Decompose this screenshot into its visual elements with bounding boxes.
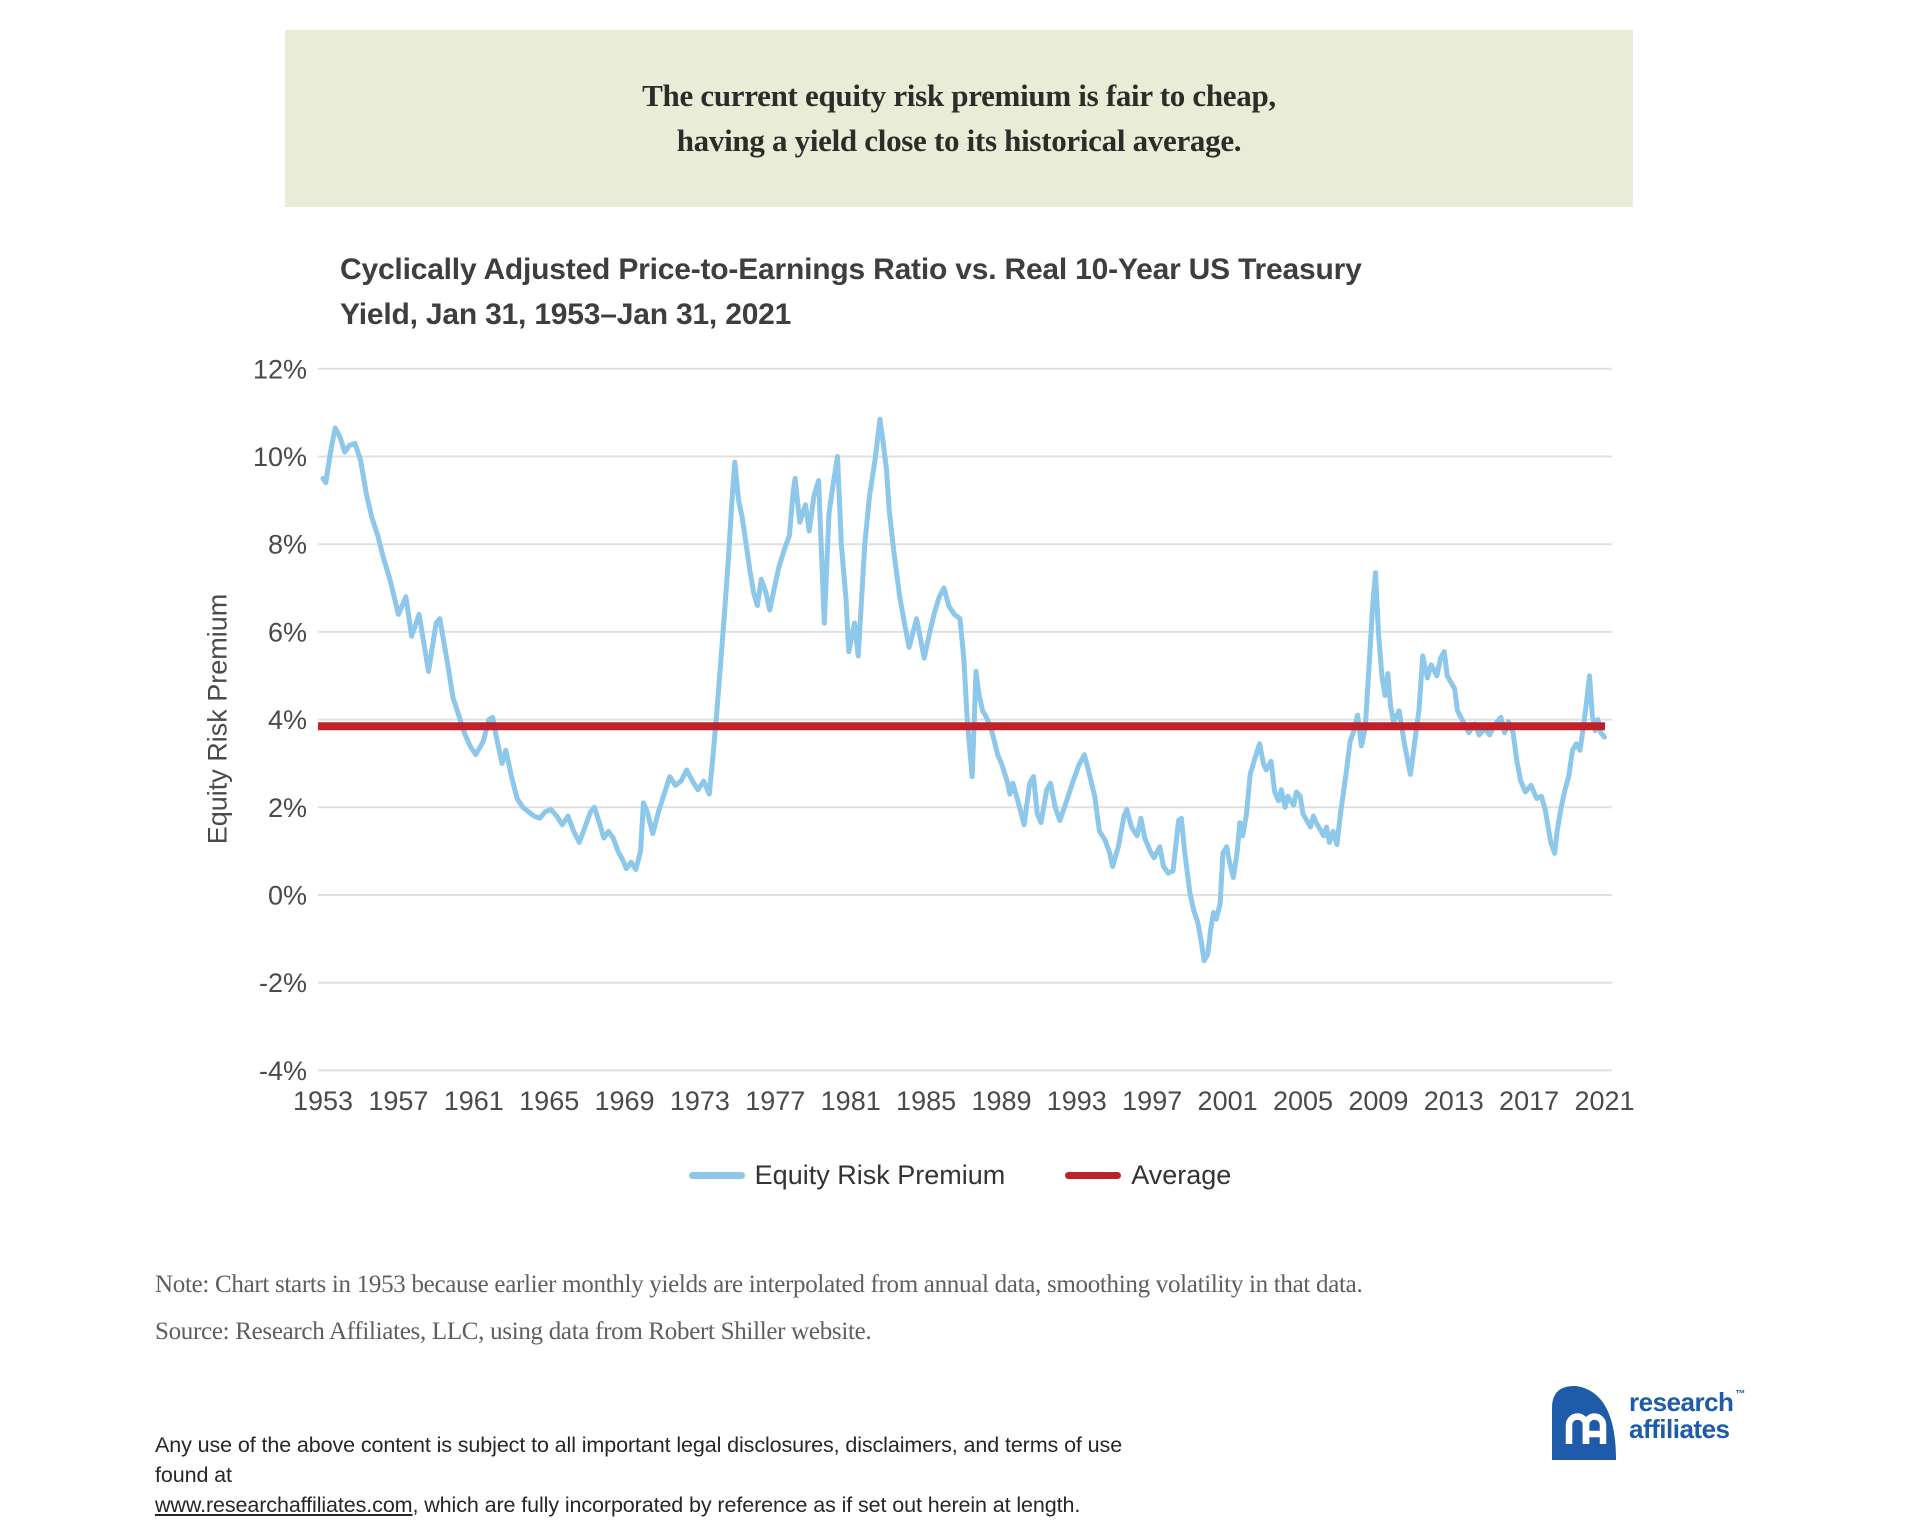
research-affiliates-link[interactable]: www.researchaffiliates.com [155,1493,413,1518]
x-tick-label: 1985 [896,1086,956,1116]
x-tick-label: 2009 [1348,1086,1408,1116]
chart-notes: Note: Chart starts in 1953 because earli… [155,1262,1655,1355]
chart-title-line-2: Yield, Jan 31, 1953–Jan 31, 2021 [340,298,792,331]
x-tick-label: 1965 [519,1086,579,1116]
x-tick-label: 2005 [1273,1086,1333,1116]
x-tick-label: 2017 [1499,1086,1559,1116]
legal-disclaimer: Any use of the above content is subject … [155,1430,1175,1520]
x-tick-label: 2013 [1424,1086,1484,1116]
chart-legend: Equity Risk Premium Average [0,1160,1920,1191]
logo-word-research: research [1629,1387,1734,1417]
legal-text-part-2: , which are fully incorporated by refere… [412,1493,1081,1518]
y-tick-label: -2% [259,968,307,998]
legend-label-erp: Equity Risk Premium [754,1160,1006,1190]
y-tick-label: 0% [268,881,307,911]
logo-word-affiliates: affiliates [1629,1414,1730,1445]
headline-line-1: The current equity risk premium is fair … [642,78,1276,114]
logo-wordmark: research ™ affiliates [1629,1387,1746,1445]
y-axis-title: Equity Risk Premium [202,593,233,845]
note-text: Note: Chart starts in 1953 because earli… [155,1271,1363,1298]
y-tick-label: -4% [259,1056,307,1086]
y-tick-label: 4% [268,705,307,735]
y-tick-label: 2% [268,793,307,823]
y-tick-label: 6% [268,617,307,647]
legend-item-average: Average [1065,1160,1231,1191]
source-text: Source: Research Affiliates, LLC, using … [155,1317,872,1345]
x-tick-label: 1953 [293,1086,353,1116]
x-tick-label: 1969 [594,1086,654,1116]
x-tick-label: 1993 [1047,1086,1107,1116]
ra-monogram-icon [1552,1386,1616,1460]
average-line-swatch [1065,1172,1122,1179]
erp-line [320,416,1607,964]
x-tick-label: 1973 [670,1086,730,1116]
chart-title: Cyclically Adjusted Price-to-Earnings Ra… [340,247,1600,337]
legal-text-part-1: Any use of the above content is subject … [155,1433,1123,1488]
x-tick-label: 1961 [444,1086,504,1116]
x-tick-label: 1997 [1122,1086,1182,1116]
erp-line-swatch [688,1172,745,1179]
x-tick-label: 1989 [971,1086,1031,1116]
legend-item-equity-risk-premium: Equity Risk Premium [688,1160,1006,1191]
y-tick-label: 12% [253,354,307,384]
x-tick-label: 1957 [368,1086,428,1116]
research-affiliates-logo: research ™ affiliates [1552,1386,1745,1460]
x-tick-label: 1981 [821,1086,881,1116]
x-tick-label: 1977 [745,1086,805,1116]
y-tick-label: 10% [253,442,307,472]
legend-label-average: Average [1131,1160,1232,1190]
chart-title-line-1: Cyclically Adjusted Price-to-Earnings Ra… [340,253,1362,286]
headline-line-2: having a yield close to its historical a… [676,122,1242,158]
x-tick-label: 2001 [1198,1086,1258,1116]
y-tick-label: 8% [268,530,307,560]
erp-chart: 12% 10% 8% 6% 4% 2% 0% -2% -4%1953 1957 1961 1965 19… [253,354,1635,1116]
trademark-symbol: ™ [1735,1389,1746,1400]
x-tick-label: 2021 [1574,1086,1634,1116]
headline-banner: The current equity risk premium is fair … [285,30,1633,207]
